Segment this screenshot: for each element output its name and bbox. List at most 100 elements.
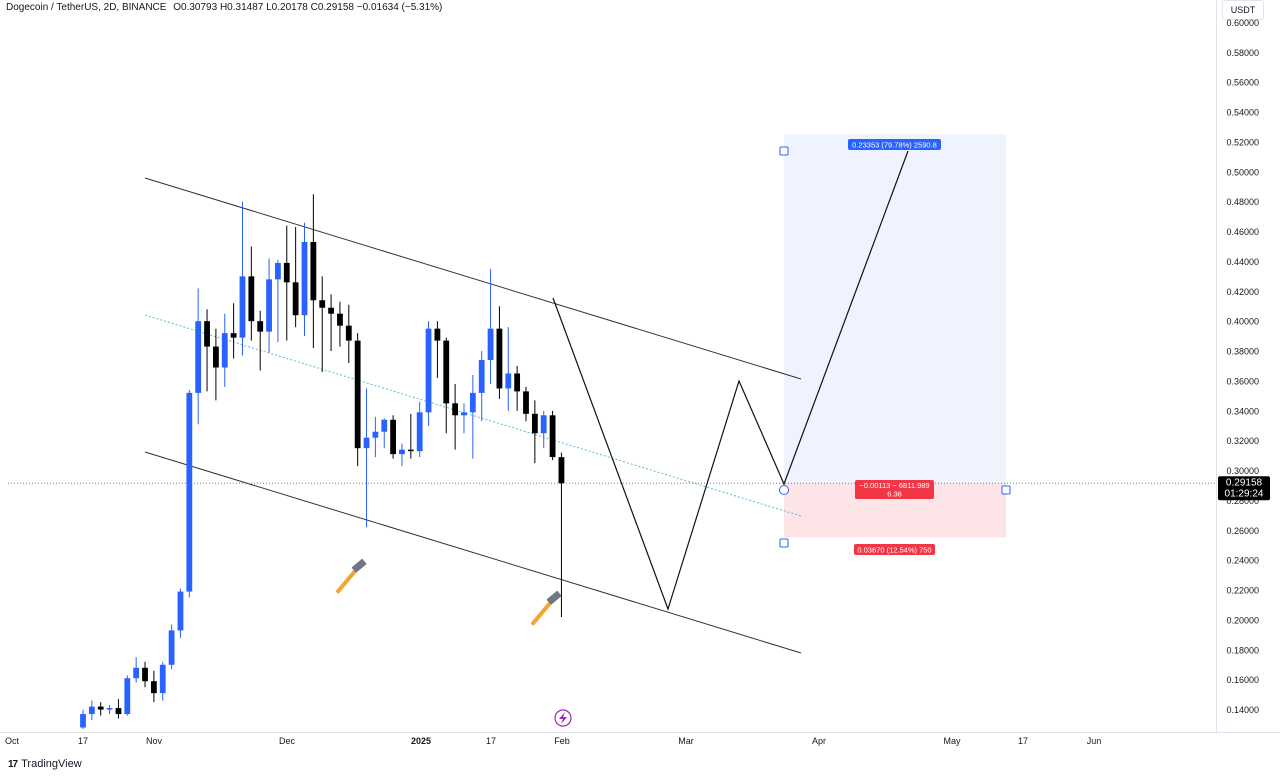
current-price-value: 0.29158 <box>1226 477 1263 488</box>
price-tick-label: 0.56000 <box>1226 78 1259 88</box>
candle-body <box>168 630 175 665</box>
price-axis: 0.14000 0.16000 0.18000 0.20000 0.22000 0.240… <box>1226 18 1259 715</box>
projection-path <box>552 150 909 611</box>
time-tick-label: 17 <box>78 736 88 746</box>
tradingview-logo-icon: 17 <box>8 758 18 770</box>
candle-body <box>133 667 140 679</box>
time-tick-label: 17 <box>486 736 496 746</box>
time-axis: Oct 17 Nov Dec 2025 17 Feb Mar Apr May 17 Jun <box>5 736 1101 746</box>
hammer-icon <box>530 590 562 626</box>
candle-body <box>425 328 432 413</box>
time-tick-label: Jun <box>1087 736 1102 746</box>
candle-body <box>150 681 157 694</box>
symbol-title: Dogecoin / TetherUS, 2D, BINANCE <box>6 2 167 13</box>
candle-body <box>310 242 317 301</box>
candle-body <box>390 419 396 455</box>
candle-body <box>478 360 485 393</box>
current-price-tag: 0.29158 01:29:24 <box>1218 476 1270 501</box>
ohlc-low: L0.20178 <box>266 2 308 13</box>
bar-countdown: 01:29:24 <box>1225 488 1264 499</box>
candle-body <box>195 321 202 393</box>
entry-label: −0.00113 − 6811.989 6.36 <box>855 480 934 499</box>
tradingview-brand-text: TradingView <box>21 758 82 770</box>
candles <box>80 194 565 730</box>
tradingview-branding: 17 TradingView <box>8 758 82 770</box>
candle-body <box>230 333 237 338</box>
entry-handle-right[interactable] <box>1001 485 1011 495</box>
channel-upper-line <box>144 177 802 380</box>
entry-label-text-1: −0.00113 − 6811.989 <box>859 481 929 490</box>
candle-body <box>266 279 272 332</box>
price-tick-label: 0.28000 <box>1226 496 1259 506</box>
candle-body <box>97 706 104 710</box>
candle-body <box>399 449 405 455</box>
stop-label-text: 0.03670 (12.54%) 750 <box>857 546 931 555</box>
candle-body <box>283 262 290 283</box>
candle-body <box>407 449 414 452</box>
candle-body <box>186 392 193 592</box>
price-tick-label: 0.48000 <box>1226 197 1259 207</box>
price-tick-label: 0.46000 <box>1226 227 1259 237</box>
time-tick-label: Mar <box>678 736 694 746</box>
time-tick-label: Nov <box>146 736 163 746</box>
hammer-icon <box>335 558 367 594</box>
candle-body <box>531 413 538 434</box>
chart-header: Dogecoin / TetherUS, 2D, BINANCE O0.3079… <box>6 2 442 13</box>
price-tick-label: 0.24000 <box>1226 556 1259 566</box>
price-tick-label: 0.42000 <box>1226 287 1259 297</box>
time-tick-label: 2025 <box>411 736 431 746</box>
ohlc-open: O0.30793 <box>173 2 218 13</box>
candle-body <box>248 276 255 322</box>
candle-body <box>372 431 379 438</box>
time-tick-label: Oct <box>5 736 20 746</box>
price-tick-label: 0.54000 <box>1226 108 1259 118</box>
candle-body <box>381 419 388 432</box>
target-zone <box>784 134 1006 484</box>
price-tick-label: 0.34000 <box>1226 406 1259 416</box>
candle-body <box>115 708 122 715</box>
price-tick-label: 0.16000 <box>1226 675 1259 685</box>
candle-body <box>204 321 210 347</box>
channel-lower-line <box>144 451 802 654</box>
candle-body <box>88 706 95 715</box>
candle-body <box>328 307 334 314</box>
price-tick-label: 0.58000 <box>1226 48 1259 58</box>
target-label-text: 0.23353 (79.78%) 2590.8 <box>852 141 937 150</box>
currency-button[interactable]: USDT <box>1222 0 1264 20</box>
price-tick-label: 0.52000 <box>1226 137 1259 147</box>
candle-body <box>523 391 529 414</box>
stop-handle[interactable] <box>779 538 789 548</box>
candle-body <box>416 412 423 452</box>
candle-body <box>221 333 228 368</box>
candle-body <box>452 403 459 416</box>
candle-body <box>337 313 343 326</box>
price-tick-label: 0.36000 <box>1226 376 1259 386</box>
price-tick-label: 0.44000 <box>1226 257 1259 267</box>
price-tick-label: 0.50000 <box>1226 167 1259 177</box>
ohlc-close: C0.29158 <box>310 2 354 13</box>
time-tick-label: 17 <box>1018 736 1028 746</box>
price-tick-label: 0.22000 <box>1226 586 1259 596</box>
candle-body <box>124 678 131 715</box>
time-tick-label: Dec <box>279 736 296 746</box>
candle-body <box>345 325 352 341</box>
candle-body <box>443 340 450 404</box>
candle-body <box>213 346 219 368</box>
price-tick-label: 0.14000 <box>1226 705 1259 715</box>
candle-body <box>514 373 521 392</box>
price-tick-label: 0.26000 <box>1226 526 1259 536</box>
stop-label: 0.03670 (12.54%) 750 <box>854 544 935 555</box>
candle-body <box>301 242 308 316</box>
time-tick-label: Feb <box>554 736 570 746</box>
time-tick-label: May <box>943 736 961 746</box>
entry-handle-left[interactable] <box>779 485 789 495</box>
price-tick-label: 0.32000 <box>1226 436 1259 446</box>
target-label: 0.23353 (79.78%) 2590.8 <box>848 139 941 150</box>
candle-body <box>106 708 113 710</box>
candle-body <box>239 276 246 338</box>
lightning-event-icon[interactable] <box>554 709 572 727</box>
target-handle[interactable] <box>779 146 789 156</box>
candle-body <box>257 321 264 332</box>
candle-body <box>80 714 86 728</box>
